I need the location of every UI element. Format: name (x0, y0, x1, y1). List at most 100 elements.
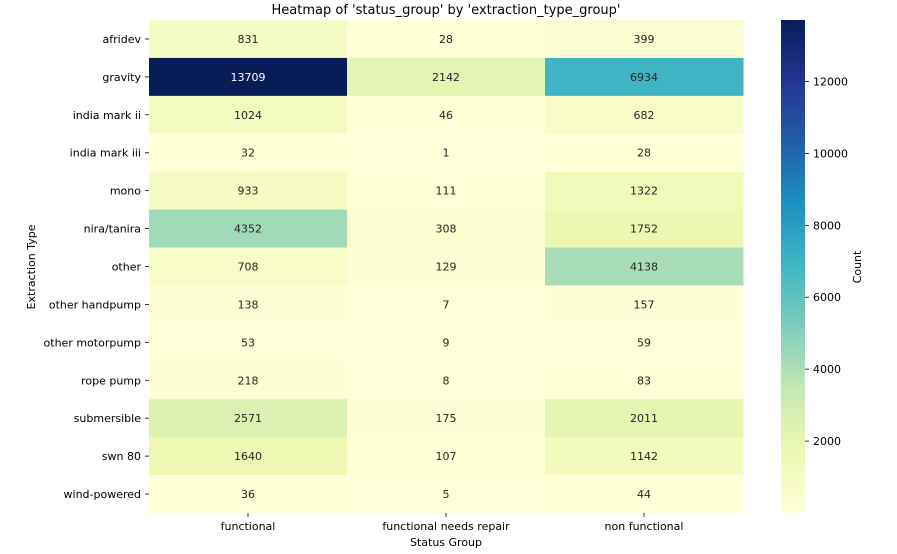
heatmap-cell (545, 361, 744, 400)
column-tick-label: functional needs repair (382, 520, 510, 533)
heatmap-cell (347, 247, 546, 286)
colorbar-tick-label: 2000 (813, 435, 841, 448)
heatmap-cell (149, 133, 348, 173)
cell-value-label: 2571 (234, 412, 262, 425)
heatmap-cell (149, 247, 348, 286)
heatmap-cell (545, 95, 744, 135)
cell-value-label: 46 (439, 109, 453, 122)
colorbar-tick-label: 8000 (813, 219, 841, 232)
column-tick-labels: functional functional needs repair non fun… (221, 513, 683, 533)
cell-value-label: 157 (634, 298, 655, 311)
row-tick-label: other handpump (49, 298, 141, 311)
cell-value-label: 138 (238, 298, 259, 311)
cell-value-label: 1142 (630, 450, 658, 463)
cell-value-label: 218 (238, 374, 259, 387)
heatmap-cell (149, 361, 348, 400)
cell-value-label: 708 (238, 261, 259, 274)
cell-value-label: 9 (443, 336, 450, 349)
heatmap-cell (347, 437, 546, 476)
row-tick-label: other motorpump (44, 336, 141, 349)
cell-value-label: 44 (637, 488, 651, 501)
heatmap-cell (545, 209, 744, 249)
cell-value-label: 5 (443, 488, 450, 501)
heatmap-cell (347, 285, 546, 324)
cell-value-label: 36 (241, 488, 255, 501)
heatmap-cell (545, 171, 744, 211)
heatmap-cell (149, 285, 348, 324)
heatmap-cell (347, 171, 546, 211)
heatmap-cell (545, 133, 744, 173)
heatmap-cell (347, 361, 546, 400)
row-tick-label: other (112, 261, 142, 274)
row-tick-label: afridev (103, 33, 142, 46)
cell-value-label: 111 (436, 185, 457, 198)
heatmap-cell (149, 95, 348, 135)
cell-value-label: 53 (241, 336, 255, 349)
heatmap-cell (347, 20, 546, 59)
cell-value-label: 175 (436, 412, 457, 425)
colorbar-tick-label: 12000 (813, 75, 848, 88)
heatmap-cell (149, 399, 348, 438)
cell-value-label: 1322 (630, 185, 658, 198)
heatmap-cell (149, 20, 348, 59)
row-tick-labels: afridev gravity india mark ii india mark ii… (44, 33, 149, 501)
cell-value-label: 2011 (630, 412, 658, 425)
heatmap-cell (347, 95, 546, 135)
cell-value-label: 933 (238, 185, 259, 198)
cell-value-label: 1 (443, 147, 450, 160)
cell-value-label: 32 (241, 147, 255, 160)
row-tick-label: rope pump (81, 374, 141, 387)
cell-value-label: 7 (443, 298, 450, 311)
heatmap-cell (149, 171, 348, 211)
heatmap-cell (347, 323, 546, 362)
row-tick-label: wind-powered (64, 488, 141, 501)
heatmap-cell (545, 285, 744, 324)
cell-value-label: 129 (436, 261, 457, 274)
cell-value-label: 1024 (234, 109, 262, 122)
heatmap-cell (347, 133, 546, 173)
colorbar-tick-label: 10000 (813, 147, 848, 160)
cell-value-label: 28 (439, 33, 453, 46)
colorbar-tick-label: 4000 (813, 363, 841, 376)
colorbar-ticks: 2000 4000 6000 8000 10000 12000 (805, 75, 848, 448)
cell-value-label: 831 (238, 33, 259, 46)
y-axis-label: Extraction Type (25, 224, 38, 309)
heatmap-cell (347, 399, 546, 438)
heatmap-cell (347, 209, 546, 249)
row-tick-label: submersible (74, 412, 142, 425)
cell-value-label: 6934 (630, 71, 658, 84)
cell-value-label: 682 (634, 109, 655, 122)
cell-value-label: 308 (436, 223, 457, 236)
chart-title: Heatmap of 'status_group' by 'extraction… (272, 3, 621, 18)
cell-value-label: 13709 (231, 71, 266, 84)
colorbar-label: Count (851, 250, 864, 283)
row-tick-label: india mark ii (73, 109, 141, 122)
heatmap-cell (545, 323, 744, 362)
heatmap-cell (347, 475, 546, 514)
row-tick-label: india mark iii (70, 147, 141, 160)
cell-value-label: 4138 (630, 261, 658, 274)
colorbar-tick-label: 6000 (813, 291, 841, 304)
cell-value-label: 1752 (630, 223, 658, 236)
colorbar (781, 20, 805, 513)
cell-value-label: 399 (634, 33, 655, 46)
x-axis-label: Status Group (410, 536, 482, 549)
cell-value-label: 28 (637, 147, 651, 160)
heatmap-cell (545, 20, 744, 59)
cell-value-label: 8 (443, 374, 450, 387)
cell-value-label: 1640 (234, 450, 262, 463)
heatmap-cell (149, 209, 348, 249)
row-tick-label: mono (110, 185, 141, 198)
heatmap-cells: 831 28 399 13709 2142 6934 1024 46 682 32 1 28 933 11… (149, 20, 744, 514)
heatmap-cell (149, 57, 348, 97)
row-tick-label: gravity (102, 71, 141, 84)
row-tick-label: swn 80 (102, 450, 141, 463)
heatmap-cell (149, 323, 348, 362)
heatmap-cell (545, 437, 744, 476)
row-tick-label: nira/tanira (84, 223, 141, 236)
heatmap-cell (545, 399, 744, 438)
heatmap-cell (149, 437, 348, 476)
heatmap-cell (149, 475, 348, 514)
cell-value-label: 2142 (432, 71, 460, 84)
